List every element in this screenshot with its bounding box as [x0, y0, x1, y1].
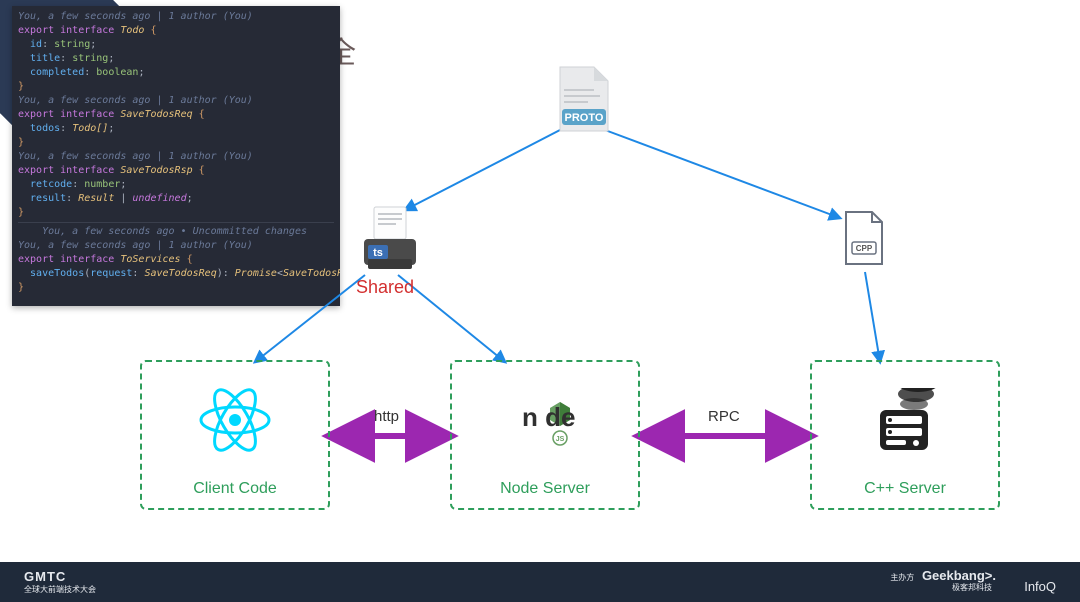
react-icon	[195, 384, 275, 461]
node-label: Node Server	[452, 480, 638, 498]
client-box: Client Code	[140, 360, 330, 510]
ts-shared-icon: ts	[360, 205, 420, 275]
cpp-box: C++ Server	[810, 360, 1000, 510]
node-icon: n de JS	[490, 396, 600, 451]
rpc-label: RPC	[708, 408, 740, 425]
cpp-label: CPP	[856, 244, 873, 253]
footer-left: GMTC 全球大前端技术大会	[24, 569, 96, 595]
client-label: Client Code	[142, 480, 328, 498]
svg-text:n de: n de	[522, 402, 575, 432]
proto-label: PROTO	[565, 112, 604, 124]
node-box: n de JS Node Server	[450, 360, 640, 510]
cpp-server-label: C++ Server	[812, 480, 998, 498]
cpp-file-icon: CPP	[840, 208, 888, 270]
infoq-brand: InfoQ	[1024, 579, 1056, 594]
shared-label: Shared	[356, 277, 414, 298]
server-icon	[866, 388, 944, 463]
ts-badge: ts	[373, 247, 383, 259]
http-label: http	[374, 408, 399, 425]
footer-bar: GMTC 全球大前端技术大会 主办方 Geekbang>. 极客邦科技 Info…	[0, 562, 1080, 602]
proto-file-icon: PROTO	[556, 65, 612, 135]
code-block: You, a few seconds ago | 1 author (You)e…	[12, 6, 340, 306]
svg-text:JS: JS	[556, 436, 565, 443]
